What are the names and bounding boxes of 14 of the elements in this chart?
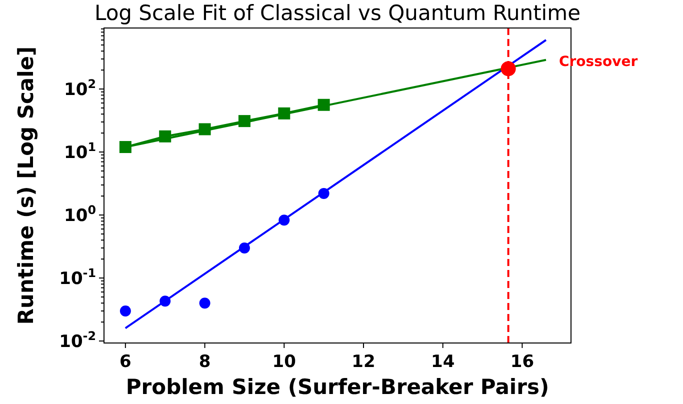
chart-title: Log Scale Fit of Classical vs Quantum Runtime xyxy=(94,1,581,25)
y-tick-label: 10$^{1}$ xyxy=(64,140,96,164)
y-tick-label: 10$^{-2}$ xyxy=(59,329,96,352)
x-tick-label: 14 xyxy=(431,352,455,372)
y-tick-label: 10$^{-1}$ xyxy=(59,266,96,290)
x-tick-label: 10 xyxy=(272,352,296,372)
x-tick-label: 16 xyxy=(510,352,534,372)
x-tick-label: 6 xyxy=(120,352,132,372)
x-axis-title: Problem Size (Surfer-Breaker Pairs) xyxy=(126,375,550,399)
y-axis-title: Runtime (s) [Log Scale] xyxy=(14,46,38,325)
x-tick-label: 12 xyxy=(352,352,376,372)
x-tick-label: 8 xyxy=(198,352,211,372)
y-tick-label: 10$^{0}$ xyxy=(64,203,96,226)
y-tick-label: 10$^{2}$ xyxy=(64,77,96,100)
